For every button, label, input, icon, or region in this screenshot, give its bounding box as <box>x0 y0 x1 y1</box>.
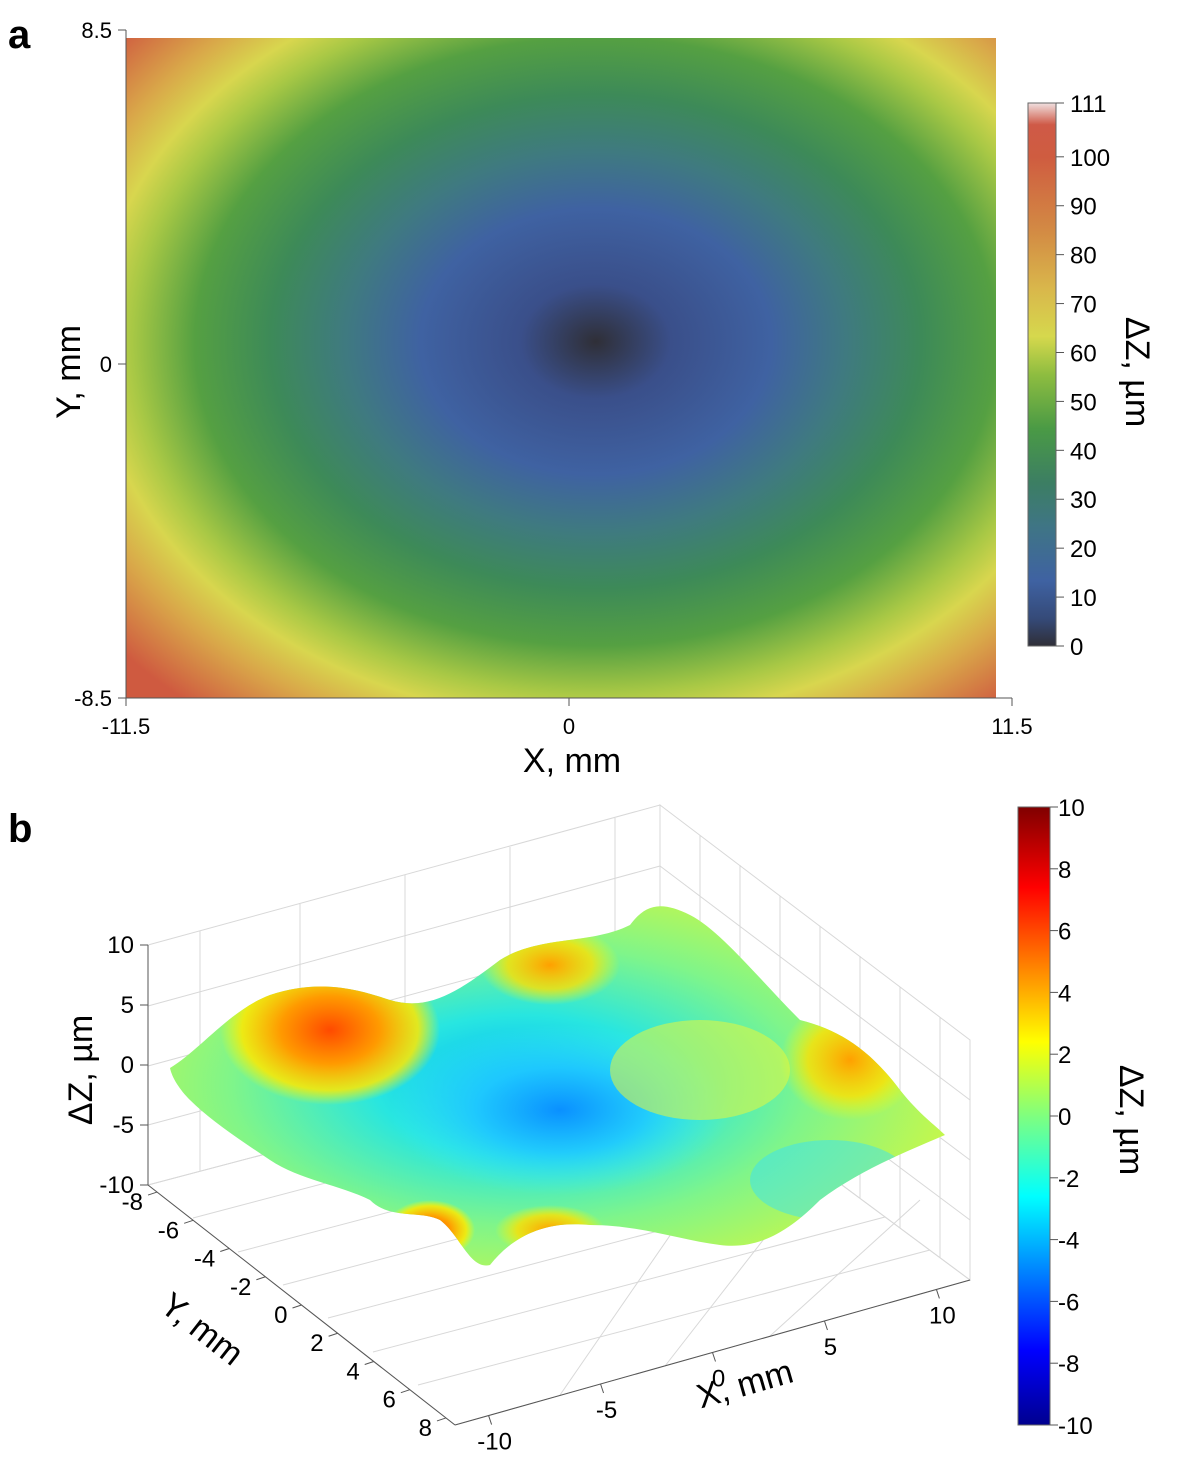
surface3d-x-tick-label: -10 <box>477 1429 512 1456</box>
surface3d-x-tick <box>488 1415 493 1425</box>
colorbar-a-tick-label: 10 <box>1070 585 1097 612</box>
surface3d-y-tick <box>328 1332 338 1337</box>
surface3d-x-tick <box>712 1352 716 1362</box>
heatmap-x-tick-label: 0 <box>563 714 575 739</box>
colorbar-b-tick-label: -10 <box>1058 1413 1093 1440</box>
surface3d-z-label: ΔZ, µm <box>62 1015 100 1125</box>
surface3d-z-tick-label: 10 <box>107 932 134 959</box>
surface3d-y-tick <box>147 1191 158 1196</box>
colorbar-a-tick-label: 60 <box>1070 340 1097 367</box>
panel-label-a: a <box>8 13 31 57</box>
heatmap-x-label: X, mm <box>523 742 621 780</box>
colorbar-b-ticks: 10 8 6 4 2 0 -2 -4 -6 -8 -10 <box>1050 795 1093 1440</box>
colorbar-b-tick-label: -8 <box>1058 1351 1079 1378</box>
surface3d-y-tick-label: -4 <box>194 1246 215 1273</box>
surface3d-y-tick-label: -6 <box>158 1217 179 1244</box>
colorbar-a-label: ΔZ, µm <box>1118 317 1156 427</box>
surface3d-x-tick-label: 10 <box>929 1302 956 1329</box>
colorbar-b-tick-label: -2 <box>1058 1166 1079 1193</box>
colorbar-a-tick-label: 111 <box>1070 91 1106 118</box>
colorbar-a-tick-label: 70 <box>1070 292 1097 319</box>
surface3d-x-tick <box>600 1383 605 1394</box>
panel-label-b: b <box>8 807 32 851</box>
colorbar-b-tick-label: 4 <box>1058 980 1071 1007</box>
surface3d-y-tick-label: 2 <box>310 1330 323 1357</box>
surface3d-x-tick-label: 5 <box>824 1334 837 1361</box>
surface3d-x-tick <box>935 1289 940 1299</box>
surface3d-y-tick-label: 0 <box>274 1302 287 1329</box>
colorbar-b-tick-label: 8 <box>1058 857 1071 884</box>
surface3d-y-tick-label: 6 <box>382 1387 395 1414</box>
colorbar-a-tick-label: 50 <box>1070 389 1097 416</box>
heatmap-y-tick-label: 0 <box>100 352 112 377</box>
colorbar-b-bar <box>1017 806 1051 1426</box>
surface3d-y-tick <box>400 1389 411 1394</box>
surface3d-y-tick <box>220 1248 230 1253</box>
surface3d-z-tick-label: -5 <box>113 1112 134 1139</box>
colorbar-b-tick-label: 2 <box>1058 1042 1071 1069</box>
surface3d-y-tick <box>292 1304 302 1309</box>
surface3d-y-tick <box>436 1417 447 1422</box>
surface3d-x-label: X, mm <box>693 1353 798 1417</box>
surface3d-y-tick <box>256 1276 266 1281</box>
surface3d-y-tick <box>183 1219 194 1224</box>
surface3d-y-tick <box>364 1360 374 1365</box>
surface3d-z-tick-label: -10 <box>99 1172 134 1199</box>
surface3d-x-tick <box>823 1320 828 1331</box>
surface3d-z-tick-label: 0 <box>121 1052 134 1079</box>
colorbar-b-tick-label: 0 <box>1058 1104 1071 1131</box>
colorbar-b-label: ΔZ, µm <box>1112 1065 1150 1175</box>
surface3d-y-tick-label: -8 <box>122 1189 143 1216</box>
colorbar-b: 10 8 6 4 2 0 -2 -4 -6 -8 -10 ΔZ, µm <box>1017 795 1150 1440</box>
colorbar-a-tick-label: 90 <box>1070 194 1097 221</box>
colorbar-b-tick-label: 10 <box>1058 795 1085 822</box>
surface3d-x-tick-label: -5 <box>596 1397 617 1424</box>
heatmap-surface <box>126 38 996 698</box>
heatmap-ticks: -11.5 0 11.5 8.5 0 -8.5 <box>74 18 1033 739</box>
surface3d-x-tick-label: 0 <box>712 1366 725 1393</box>
heatmap-y-label: Y, mm <box>50 325 88 419</box>
heatmap-y-tick-label: 8.5 <box>81 18 112 43</box>
colorbar-b-tick-label: 6 <box>1058 919 1071 946</box>
colorbar-a-tick-label: 20 <box>1070 536 1097 563</box>
heatmap-plot: -11.5 0 11.5 8.5 0 -8.5 <box>74 18 1033 739</box>
colorbar-a-tick-label: 100 <box>1070 145 1110 172</box>
colorbar-a-tick-label: 40 <box>1070 438 1097 465</box>
heatmap-y-tick-label: -8.5 <box>74 686 112 711</box>
surface3d-z-tick-label: 5 <box>121 992 134 1019</box>
surface3d-mesh <box>170 906 945 1266</box>
colorbar-b-tick-label: -4 <box>1058 1228 1079 1255</box>
surface3d-y-tick-label: -2 <box>230 1274 251 1301</box>
colorbar-a-tick-label: 0 <box>1070 634 1083 661</box>
surface3d-y-tick-label: 4 <box>346 1358 359 1385</box>
colorbar-a-tick-label: 30 <box>1070 487 1097 514</box>
surface3d-y-tick-label: 8 <box>419 1415 432 1442</box>
heatmap-x-tick-label: -11.5 <box>102 714 151 739</box>
colorbar-a-tick-label: 80 <box>1070 243 1097 270</box>
colorbar-a-bar <box>1027 102 1057 647</box>
heatmap-x-tick-label: 11.5 <box>991 714 1032 739</box>
colorbar-b-tick-label: -6 <box>1058 1289 1079 1316</box>
